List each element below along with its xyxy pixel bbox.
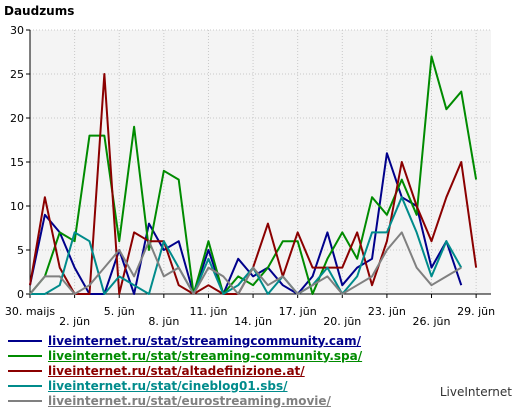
legend-label[interactable]: liveinternet.ru/stat/eurostreaming.movie…	[48, 393, 331, 408]
series-line	[29, 231, 462, 295]
y-tick-label: 25	[10, 68, 24, 81]
y-tick-label: 20	[10, 112, 24, 125]
legend-swatch	[8, 354, 42, 357]
legend: liveinternet.ru/stat/streamingcommunity.…	[8, 333, 428, 408]
legend-item: liveinternet.ru/stat/streaming-community…	[8, 348, 428, 363]
x-tick-label: 11. jūn	[189, 305, 227, 318]
legend-label[interactable]: liveinternet.ru/stat/streaming-community…	[48, 348, 363, 363]
legend-label[interactable]: liveinternet.ru/stat/altadefinizione.at/	[48, 363, 305, 378]
series-line	[30, 196, 463, 295]
x-tick-label: 29. jūn	[457, 305, 495, 318]
legend-item: liveinternet.ru/stat/streamingcommunity.…	[8, 333, 428, 348]
x-tick-label: 26. jūn	[413, 315, 451, 328]
x-tick-label: 23. jūn	[368, 305, 406, 318]
legend-swatch	[8, 339, 42, 342]
x-tick-label: 14. jūn	[234, 315, 272, 328]
y-tick-label: 5	[17, 244, 24, 257]
x-tick-label: 5. jūn	[104, 305, 135, 318]
y-tick-label: 10	[10, 200, 24, 213]
y-tick-label: 0	[17, 288, 24, 301]
series-line	[29, 55, 478, 295]
y-axis-title: Daudzums	[4, 4, 74, 18]
legend-label[interactable]: liveinternet.ru/stat/streamingcommunity.…	[48, 333, 362, 348]
brand-label: LiveInternet	[439, 385, 512, 399]
x-tick-label: 30. maijs	[5, 305, 56, 318]
y-tick-label: 15	[10, 156, 24, 169]
legend-swatch	[8, 369, 42, 372]
legend-swatch	[8, 384, 42, 387]
x-tick-label: 17. jūn	[279, 305, 317, 318]
legend-label[interactable]: liveinternet.ru/stat/cineblog01.sbs/	[48, 378, 288, 393]
x-tick-label: 2. jūn	[59, 315, 90, 328]
legend-item: liveinternet.ru/stat/cineblog01.sbs/	[8, 378, 428, 393]
legend-item: liveinternet.ru/stat/eurostreaming.movie…	[8, 393, 428, 408]
y-tick-label: 30	[10, 24, 24, 37]
x-tick-label: 8. jūn	[148, 315, 179, 328]
legend-item: liveinternet.ru/stat/altadefinizione.at/	[8, 363, 428, 378]
legend-swatch	[8, 399, 42, 402]
series-line	[29, 152, 463, 295]
x-tick-label: 20. jūn	[323, 315, 361, 328]
